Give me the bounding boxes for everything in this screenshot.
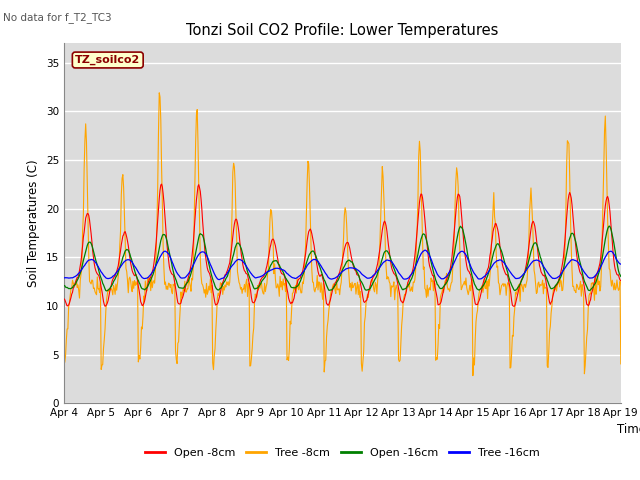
Text: No data for f_T2_TC3: No data for f_T2_TC3: [3, 12, 112, 23]
Text: TZ_soilco2: TZ_soilco2: [75, 55, 140, 65]
X-axis label: Time: Time: [618, 423, 640, 436]
Title: Tonzi Soil CO2 Profile: Lower Temperatures: Tonzi Soil CO2 Profile: Lower Temperatur…: [186, 23, 499, 38]
Legend: Open -8cm, Tree -8cm, Open -16cm, Tree -16cm: Open -8cm, Tree -8cm, Open -16cm, Tree -…: [140, 444, 545, 462]
Y-axis label: Soil Temperatures (C): Soil Temperatures (C): [28, 159, 40, 287]
